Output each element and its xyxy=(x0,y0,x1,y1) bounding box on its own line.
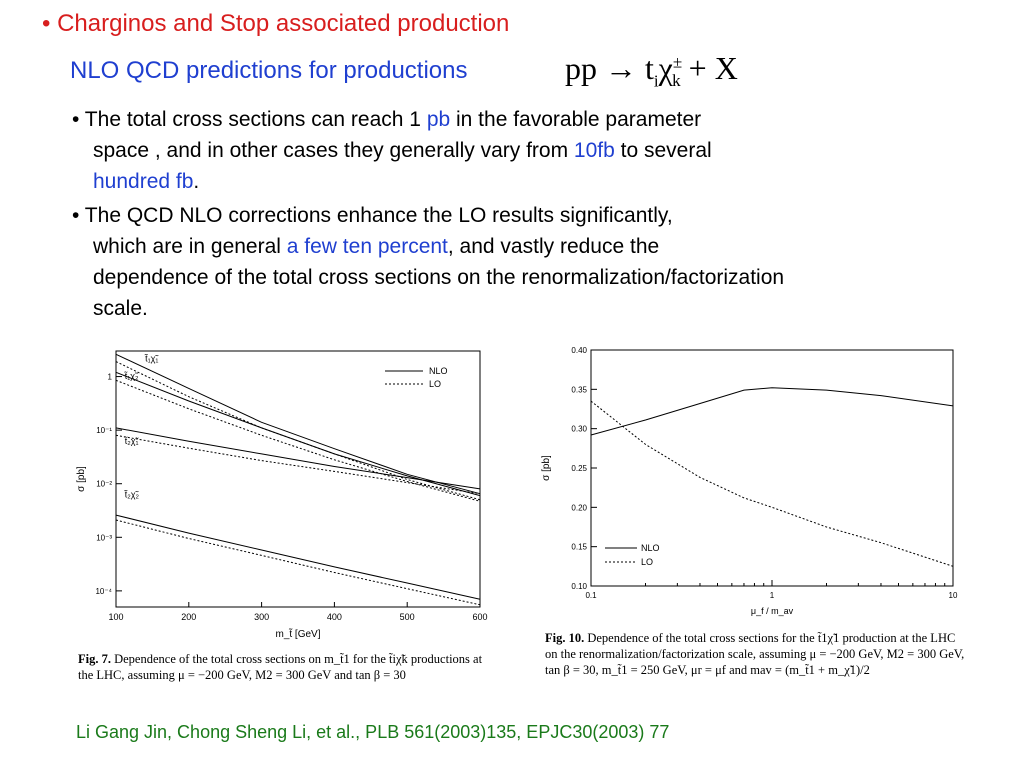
fig7-series-t1chi1-nlo xyxy=(115,353,481,495)
fig7-series-t2chi1-lo xyxy=(115,434,481,495)
b1-b: in the favorable parameter xyxy=(450,108,702,131)
formula-chi: χ xyxy=(658,50,673,86)
b1-e: . xyxy=(193,170,200,193)
b1-line2: space , and in other cases they generall… xyxy=(72,135,872,166)
formula-x: X xyxy=(714,50,738,86)
b1-d: to several xyxy=(614,139,712,162)
fig7-series-t2chi2-lo xyxy=(115,519,481,606)
fig7-process-label: t̃₁χ̃₁ xyxy=(144,353,160,363)
fig7-ytick-label: 10⁻³ xyxy=(96,533,112,542)
fig7-legend-nlo-label: NLO xyxy=(429,366,448,376)
fig7-legend-lo-label: LO xyxy=(429,379,441,389)
formula-plus: + xyxy=(688,50,707,86)
fig10-xlabel: μ_f / m_av xyxy=(751,606,794,616)
fig7-xtick-label: 400 xyxy=(327,612,342,622)
fig10-legend-lo-label: LO xyxy=(641,557,653,567)
fig7-ytick-label: 10⁻¹ xyxy=(96,426,112,435)
fig10-series-nlo xyxy=(590,387,954,436)
fig10-xtick-label: 0.1 xyxy=(585,591,597,600)
formula-stop-index: i xyxy=(653,71,659,91)
b2-b: which are in general xyxy=(93,235,287,258)
fig10-ytick-label: 0.30 xyxy=(571,425,587,434)
b1-c: space , and in other cases they generall… xyxy=(93,139,574,162)
fig10-label: Fig. 10. xyxy=(545,631,585,645)
fig10-series-lo xyxy=(590,400,954,567)
fig7-xtick-label: 300 xyxy=(254,612,269,622)
fig10-text: Dependence of the total cross sections f… xyxy=(545,631,965,677)
b1-pb: pb xyxy=(426,108,451,131)
fig10-ytick-label: 0.40 xyxy=(571,346,587,355)
fig10-xtick-label: 1 xyxy=(770,591,775,600)
b1-a: • The total cross sections can reach 1 xyxy=(72,108,427,131)
slide-title: • Charginos and Stop associated producti… xyxy=(42,10,510,37)
b2-line3: dependence of the total cross sections o… xyxy=(93,266,785,289)
fig10-legend-nlo-label: NLO xyxy=(641,543,660,553)
fig7-xtick-label: 200 xyxy=(181,612,196,622)
fig7-ytick-label: 1 xyxy=(108,373,113,382)
fig7-caption: Fig. 7. Dependence of the total cross se… xyxy=(78,651,498,683)
fig10-chart: 0.10 0.15 0.20 0.25 0.30 0.35 0.40 0.1 1 10 μ_f / … xyxy=(541,346,958,616)
bullet-nlo-corrections: • The QCD NLO corrections enhance the LO… xyxy=(72,200,952,324)
fig7-series-t2chi1-nlo xyxy=(115,427,481,490)
formula-chi-charge: ± xyxy=(672,52,683,72)
fig7-ylabel: σ [pb] xyxy=(76,466,87,492)
fig7-chart: 100 200 300 400 500 600 1 10⁻¹ 10⁻² 10⁻³ 10⁻⁴ m_t̃ … xyxy=(76,350,488,640)
fig7-process-label: t̃₂χ̃₂ xyxy=(123,489,139,499)
b2-line4: scale. xyxy=(93,297,148,320)
fig7-xtick-label: 500 xyxy=(400,612,415,622)
fig10-ylabel: σ [pb] xyxy=(541,455,552,481)
fig7-ytick-label: 10⁻⁴ xyxy=(95,587,112,596)
fig7-process-label: t̃₁χ̃₂ xyxy=(123,371,139,381)
fig10-ytick-label: 0.35 xyxy=(571,385,587,394)
b1-tenfb: 10fb xyxy=(573,139,615,162)
formula-pp: pp xyxy=(565,50,597,86)
fig10-caption: Fig. 10. Dependence of the total cross s… xyxy=(545,630,965,678)
fig10-ytick-label: 0.25 xyxy=(571,464,587,473)
slide-subtitle: NLO QCD predictions for productions xyxy=(70,57,468,84)
fig7-label: Fig. 7. xyxy=(78,652,111,666)
fig7-xtick-label: 600 xyxy=(472,612,487,622)
formula-arrow: → xyxy=(605,50,637,86)
fig10-xtick-label: 10 xyxy=(949,591,958,600)
fig7-series-t1chi2-nlo xyxy=(115,371,481,497)
b2-percent: a few ten percent xyxy=(286,235,448,258)
b2-line2: which are in general a few ten percent, … xyxy=(72,231,952,262)
process-formula: pp → tiχ±k + X xyxy=(565,50,738,91)
fig7-process-label: t̃₂χ̃₁ xyxy=(123,436,139,446)
b2-c: , and vastly reduce the xyxy=(447,235,660,258)
formula-stop: t xyxy=(645,50,654,86)
b1-hundredfb: hundred fb xyxy=(93,170,194,193)
bullet-cross-section: • The total cross sections can reach 1 p… xyxy=(72,104,872,197)
fig7-series-t2chi2-nlo xyxy=(115,514,481,600)
formula-chi-index: k xyxy=(672,71,681,91)
citation: Li Gang Jin, Chong Sheng Li, et al., PLB… xyxy=(76,722,670,742)
fig7-text: Dependence of the total cross sections o… xyxy=(78,652,483,682)
fig7-ytick-label: 10⁻² xyxy=(96,480,112,489)
b2-a: • The QCD NLO corrections enhance the LO… xyxy=(72,204,673,227)
fig7-plot-frame xyxy=(115,350,481,608)
fig7-xlabel: m_t̃ [GeV] xyxy=(275,628,320,640)
fig10-ytick-label: 0.15 xyxy=(571,543,587,552)
fig10-ytick-label: 0.20 xyxy=(571,503,587,512)
fig10-ytick-label: 0.10 xyxy=(571,582,587,591)
b1-line3: hundred fb. xyxy=(72,166,872,197)
fig7-series-t1chi2-lo xyxy=(115,379,481,502)
fig7-xtick-label: 100 xyxy=(108,612,123,622)
